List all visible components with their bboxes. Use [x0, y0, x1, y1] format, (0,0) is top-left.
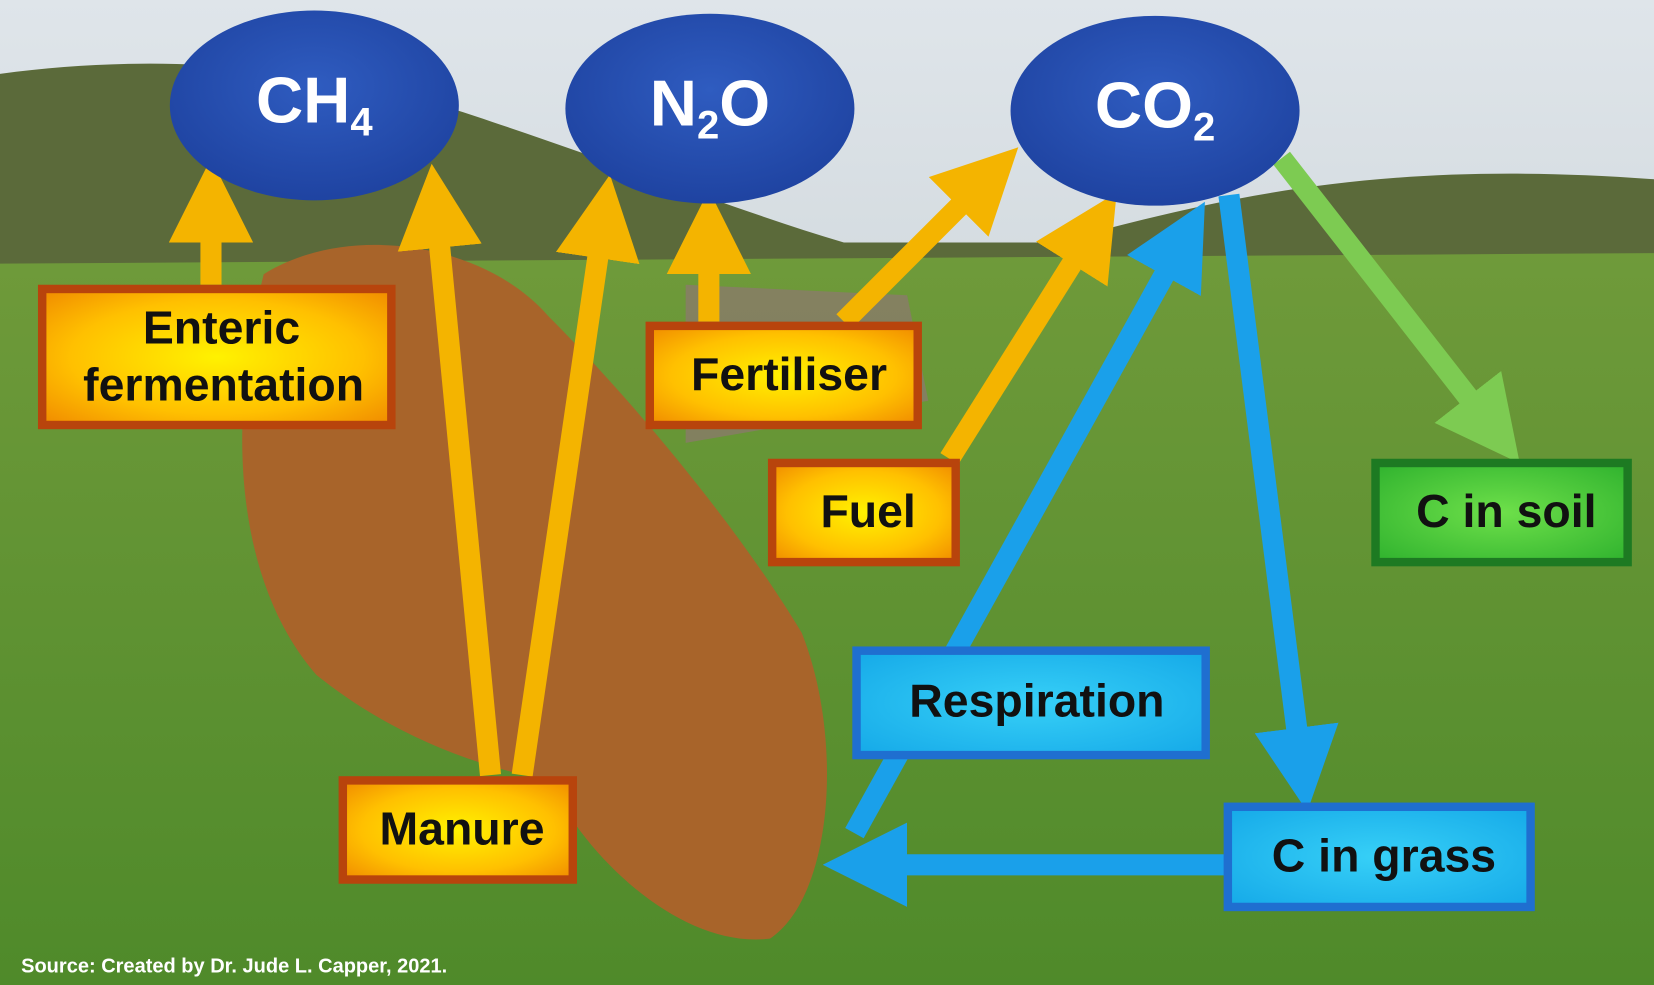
box-label: fermentation — [83, 358, 364, 410]
gas-text: O — [719, 67, 770, 140]
box-label: C in soil — [1416, 485, 1596, 537]
gas-subscript: 2 — [1193, 105, 1215, 149]
gas-text: N — [650, 67, 697, 140]
box-label: Fuel — [820, 485, 915, 537]
box-label: Enteric — [143, 301, 300, 353]
page: {"gases": [ {"parts": ["CH", "4"]}, {"pa… — [0, 0, 1654, 985]
gas-text: CH — [256, 64, 350, 137]
box-label: C in grass — [1272, 830, 1496, 882]
box-label: Fertiliser — [691, 348, 887, 400]
box-label: Respiration — [909, 675, 1164, 727]
diagram: CH4 N2O CO2 Enteric fermentation Fertili… — [0, 0, 1654, 985]
gas-subscript: 4 — [350, 100, 373, 144]
source-note: Source: Created by Dr. Jude L. Capper, 2… — [21, 955, 447, 977]
gas-text: CO — [1095, 69, 1193, 142]
box-label: Manure — [380, 802, 545, 854]
gas-subscript: 2 — [697, 103, 719, 147]
